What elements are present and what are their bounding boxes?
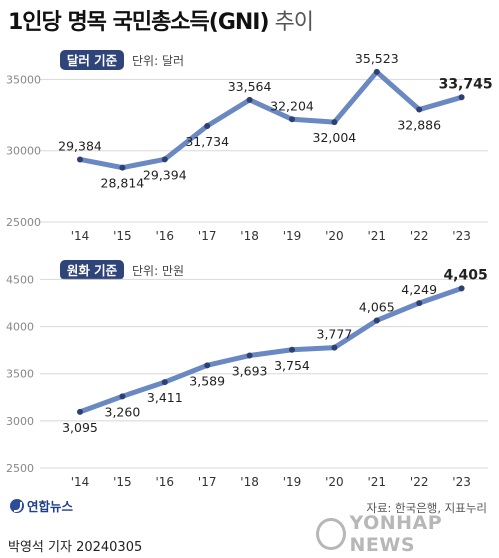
x-tick-label: '18 (240, 475, 259, 489)
data-point (161, 156, 168, 163)
panel-badge-label: 원화 기준 (67, 263, 118, 278)
data-label: 32,004 (313, 130, 357, 145)
data-label: 32,886 (397, 118, 441, 133)
data-label: 3,693 (232, 364, 268, 379)
yonhap-logo-icon (10, 498, 24, 513)
data-point (77, 156, 83, 163)
data-point (77, 408, 83, 415)
data-point (119, 393, 126, 400)
data-label: 29,394 (143, 167, 187, 182)
data-label: 3,777 (317, 327, 353, 342)
source-note: 자료: 한국은행, 지표누리 (366, 501, 487, 515)
data-label: 33,564 (228, 79, 272, 94)
x-tick-label: '20 (325, 475, 344, 489)
yonhap-logo: 연합뉴스 (10, 496, 73, 515)
data-label: 4,249 (401, 282, 437, 297)
data-point (373, 317, 380, 324)
data-point (416, 106, 423, 113)
x-tick-label: '21 (368, 229, 387, 243)
x-tick-label: '22 (410, 475, 429, 489)
x-tick-label: '16 (156, 229, 175, 243)
x-tick-label: '17 (198, 229, 217, 243)
data-label: 35,523 (355, 51, 399, 66)
y-tick-label: 4000 (6, 321, 34, 334)
data-label: 33,745 (439, 76, 493, 92)
x-tick-label: '23 (452, 229, 471, 243)
yonhap-news-watermark: YONHAP NEWS (316, 512, 499, 556)
panel-badge (60, 260, 124, 280)
data-label: 4,405 (443, 267, 487, 283)
data-label: 32,204 (270, 98, 314, 113)
x-tick-label: '21 (368, 475, 387, 489)
y-tick-label: 25000 (6, 216, 41, 229)
data-point (204, 362, 211, 369)
panel-badge-label: 달러 기준 (67, 53, 118, 68)
y-tick-label: 3500 (6, 368, 34, 381)
x-tick-label: '19 (283, 475, 302, 489)
watermark-text: YONHAP NEWS (349, 512, 443, 556)
y-tick-label: 30000 (6, 145, 41, 158)
panel-badge (60, 50, 124, 70)
chart-title: 1인당 명목 국민총소득(GNI) 추이 (8, 4, 314, 36)
x-tick-label: '18 (240, 229, 259, 243)
data-point (161, 379, 168, 386)
x-tick-label: '15 (113, 475, 132, 489)
yonhap-logo-text: 연합뉴스 (27, 499, 74, 514)
data-label: 3,411 (147, 390, 183, 405)
data-point (331, 119, 338, 126)
x-tick-label: '23 (452, 475, 471, 489)
data-label: 31,734 (185, 134, 229, 149)
y-tick-label: 2500 (6, 462, 34, 475)
chart-title-suffix: 추이 (274, 10, 314, 35)
data-label: 3,754 (274, 358, 310, 373)
data-label: 4,065 (359, 299, 395, 314)
data-label: 3,260 (105, 404, 141, 419)
data-point (246, 96, 253, 103)
watermark-ring-icon (316, 518, 346, 550)
x-tick-label: '19 (283, 229, 302, 243)
data-label: 3,589 (189, 373, 225, 388)
data-point (416, 300, 423, 307)
data-label: 28,814 (101, 176, 145, 191)
chart-title-main: 1인당 명목 국민총소득(GNI) (8, 10, 270, 35)
x-tick-label: '17 (198, 475, 217, 489)
data-point (289, 346, 295, 353)
data-label: 29,384 (58, 138, 102, 153)
x-tick-label: '20 (325, 229, 344, 243)
series-line (77, 69, 465, 171)
x-tick-label: '22 (410, 229, 429, 243)
data-point (331, 344, 338, 351)
y-tick-label: 3000 (6, 415, 34, 428)
data-point (246, 352, 253, 359)
data-point (204, 122, 211, 129)
data-point (458, 94, 465, 101)
x-tick-label: '16 (156, 475, 175, 489)
data-point (119, 164, 126, 171)
author-date: 박영석 기자 20240305 (8, 540, 143, 555)
data-point (289, 116, 295, 123)
x-tick-label: '14 (71, 475, 90, 489)
x-tick-label: '14 (71, 229, 90, 243)
y-tick-label: 35000 (6, 73, 41, 86)
data-point (458, 285, 465, 292)
series-line (77, 285, 465, 415)
unit-label: 단위: 만원 (132, 264, 184, 278)
data-point (373, 68, 380, 75)
unit-label: 단위: 달러 (132, 54, 184, 68)
x-tick-label: '15 (113, 229, 132, 243)
data-label: 3,095 (62, 420, 98, 435)
y-tick-label: 4500 (6, 273, 34, 286)
